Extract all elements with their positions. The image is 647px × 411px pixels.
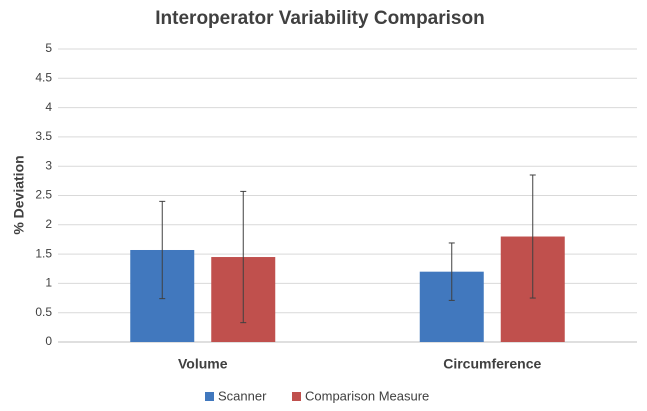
y-tick-label: 0.5 <box>35 305 52 319</box>
y-tick-label: 3 <box>45 158 52 172</box>
legend-label: Comparison Measure <box>305 388 429 403</box>
error-bar <box>529 174 536 299</box>
y-axis-label: % Deviation <box>11 155 27 234</box>
y-tick-label: 1.5 <box>35 246 52 260</box>
y-tick-label: 4 <box>45 100 52 114</box>
chart-title: Interoperator Variability Comparison <box>155 8 484 29</box>
legend-label: Scanner <box>218 388 267 403</box>
y-tick-label: 1 <box>45 276 52 290</box>
error-bar <box>240 190 247 324</box>
y-tick-label: 5 <box>45 41 52 55</box>
y-tick-label: 2.5 <box>35 188 52 202</box>
y-tick-label: 3.5 <box>35 129 52 143</box>
error-bar <box>159 200 166 300</box>
x-tick-label: Circumference <box>443 356 541 372</box>
legend-swatch <box>292 392 301 401</box>
error-bar <box>448 242 455 301</box>
legend-swatch <box>205 392 214 401</box>
x-tick-label: Volume <box>178 356 228 372</box>
y-tick-label: 2 <box>45 217 52 231</box>
y-tick-label: 4.5 <box>35 70 52 84</box>
y-tick-label: 0 <box>45 334 52 348</box>
